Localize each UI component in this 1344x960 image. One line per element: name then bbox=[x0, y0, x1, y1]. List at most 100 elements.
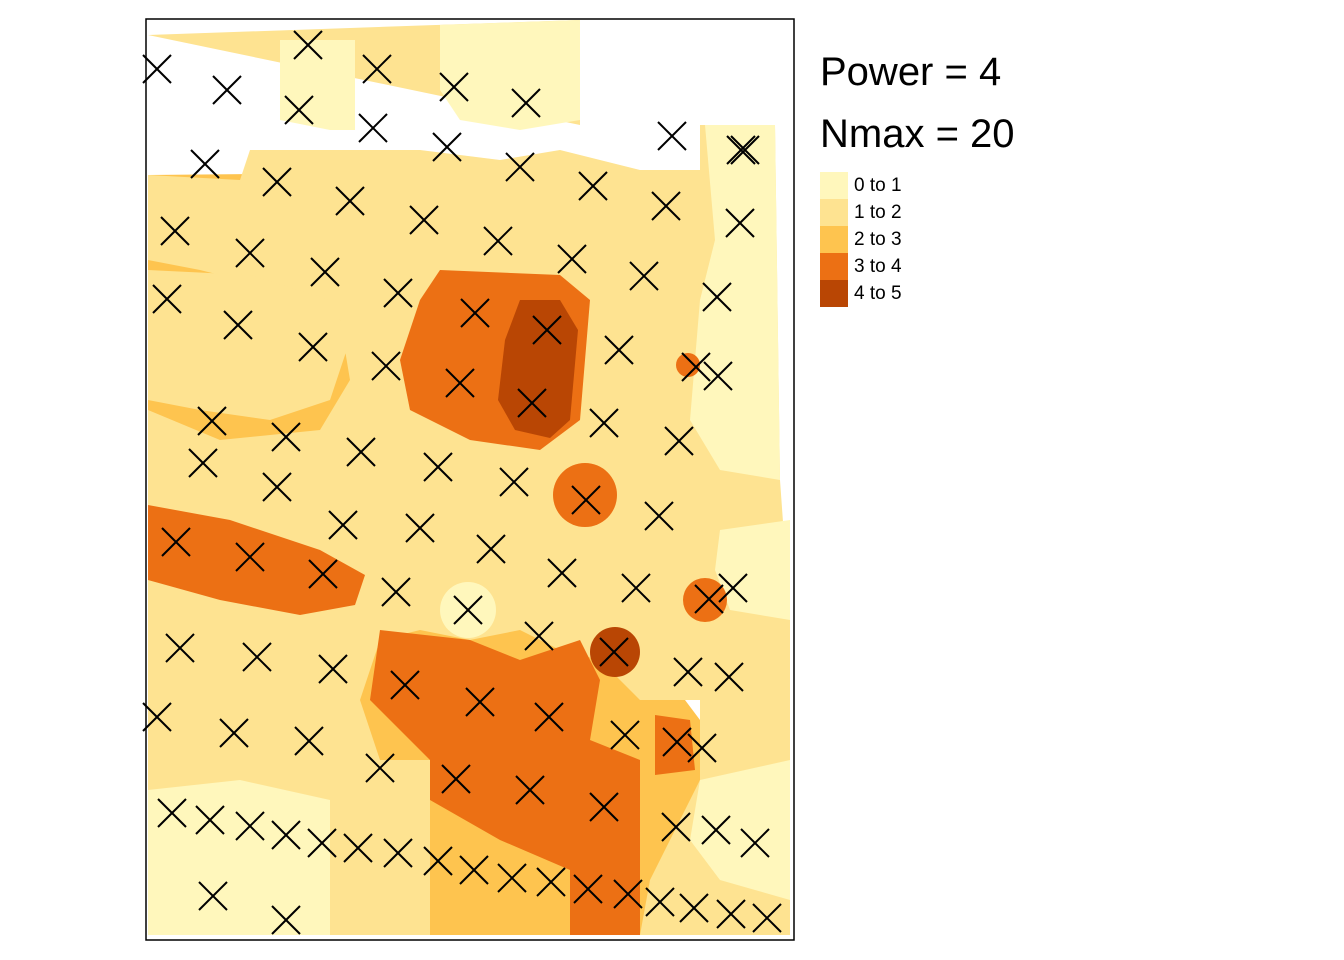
legend-item-3to4: 3 to 4 bbox=[820, 253, 1015, 280]
x-cross-icon bbox=[335, 186, 365, 216]
surface-zone-3to4-top bbox=[676, 353, 700, 377]
legend-item-4to5: 4 to 5 bbox=[820, 280, 1015, 307]
x-cross-icon bbox=[621, 573, 651, 603]
x-cross-icon bbox=[657, 121, 687, 151]
surface-zone-0to1-bottomright bbox=[690, 760, 790, 900]
x-cross-icon bbox=[362, 54, 392, 84]
x-cross-icon bbox=[476, 534, 506, 564]
x-cross-icon bbox=[242, 642, 272, 672]
legend-title-nmax: Nmax = 20 bbox=[820, 112, 1015, 156]
legend-label-2to3: 2 to 3 bbox=[854, 228, 902, 250]
x-cross-icon bbox=[511, 88, 541, 118]
x-cross-icon bbox=[195, 805, 225, 835]
x-cross-icon bbox=[673, 657, 703, 687]
x-cross-icon bbox=[223, 310, 253, 340]
x-cross-icon bbox=[718, 573, 748, 603]
x-cross-icon bbox=[571, 485, 601, 515]
x-cross-icon bbox=[439, 72, 469, 102]
x-cross-icon bbox=[383, 838, 413, 868]
legend-title-power: Power = 4 bbox=[820, 50, 1002, 94]
x-cross-icon bbox=[405, 513, 435, 543]
x-cross-icon bbox=[613, 879, 643, 909]
x-cross-icon bbox=[534, 702, 564, 732]
x-cross-icon bbox=[483, 226, 513, 256]
map-frame bbox=[145, 18, 795, 941]
x-cross-icon bbox=[681, 352, 711, 382]
x-cross-icon bbox=[547, 558, 577, 588]
x-cross-icon bbox=[262, 167, 292, 197]
x-cross-icon bbox=[725, 208, 755, 238]
x-cross-icon bbox=[694, 584, 724, 614]
x-cross-icon bbox=[343, 833, 373, 863]
x-cross-icon bbox=[589, 408, 619, 438]
x-cross-icon bbox=[517, 388, 547, 418]
surface-zone-0to1-topright bbox=[440, 20, 580, 130]
x-cross-icon bbox=[157, 798, 187, 828]
x-cross-icon bbox=[557, 244, 587, 274]
x-cross-icon bbox=[497, 863, 527, 893]
x-cross-icon bbox=[499, 467, 529, 497]
x-cross-icon bbox=[716, 899, 746, 929]
x-cross-icon bbox=[687, 733, 717, 763]
x-cross-icon bbox=[726, 135, 756, 165]
x-cross-icon bbox=[703, 361, 733, 391]
x-cross-icon bbox=[459, 855, 489, 885]
x-cross-icon bbox=[702, 282, 732, 312]
legend-label-3to4: 3 to 4 bbox=[854, 255, 902, 277]
legend-item-2to3: 2 to 3 bbox=[820, 226, 1015, 253]
x-cross-icon bbox=[730, 135, 760, 165]
surface-zone-0to1-right-low bbox=[715, 520, 790, 620]
x-cross-icon bbox=[651, 191, 681, 221]
x-cross-icon bbox=[599, 637, 629, 667]
x-cross-icon bbox=[318, 654, 348, 684]
x-cross-icon bbox=[441, 764, 471, 794]
x-cross-icon bbox=[390, 670, 420, 700]
x-cross-icon bbox=[644, 501, 674, 531]
x-cross-icon bbox=[142, 54, 172, 84]
x-cross-icon bbox=[432, 132, 462, 162]
x-cross-icon bbox=[515, 775, 545, 805]
x-cross-icon bbox=[328, 510, 358, 540]
x-cross-icon bbox=[152, 284, 182, 314]
x-cross-icon bbox=[293, 30, 323, 60]
x-cross-icon bbox=[235, 238, 265, 268]
legend-label-4to5: 4 to 5 bbox=[854, 282, 902, 304]
x-cross-icon bbox=[740, 828, 770, 858]
x-cross-icon bbox=[358, 113, 388, 143]
x-cross-icon bbox=[165, 633, 195, 663]
x-cross-icon bbox=[365, 753, 395, 783]
surface-zone-0to1-top bbox=[280, 40, 355, 130]
x-cross-icon bbox=[536, 867, 566, 897]
x-cross-icon bbox=[262, 472, 292, 502]
x-cross-icon bbox=[371, 351, 401, 381]
x-cross-icon bbox=[307, 828, 337, 858]
x-cross-icon bbox=[465, 687, 495, 717]
x-cross-icon bbox=[423, 452, 453, 482]
x-cross-icon bbox=[610, 720, 640, 750]
x-cross-icon bbox=[578, 171, 608, 201]
surface-zone-1to2 bbox=[148, 20, 790, 935]
surface-zone-0to1-bottomleft bbox=[148, 780, 330, 935]
legend-label-0to1: 0 to 1 bbox=[854, 174, 902, 196]
x-cross-icon bbox=[445, 368, 475, 398]
x-cross-icon bbox=[460, 298, 490, 328]
no-data-area bbox=[585, 20, 793, 122]
sample-points bbox=[142, 30, 782, 935]
x-cross-icon bbox=[629, 261, 659, 291]
x-cross-icon bbox=[714, 662, 744, 692]
x-cross-icon bbox=[160, 216, 190, 246]
x-cross-icon bbox=[532, 315, 562, 345]
legend-items: 0 to 1 1 to 2 2 to 3 3 to 4 4 to 5 bbox=[820, 172, 1015, 307]
x-cross-icon bbox=[142, 702, 172, 732]
x-cross-icon bbox=[409, 205, 439, 235]
x-cross-icon bbox=[212, 75, 242, 105]
x-cross-icon bbox=[197, 406, 227, 436]
x-cross-icon bbox=[271, 422, 301, 452]
x-cross-icon bbox=[271, 820, 301, 850]
x-cross-icon bbox=[271, 905, 301, 935]
x-cross-icon bbox=[645, 887, 675, 917]
x-cross-icon bbox=[346, 437, 376, 467]
x-cross-icon bbox=[235, 542, 265, 572]
x-cross-icon bbox=[190, 149, 220, 179]
surface-zone-3to4-rightsmall bbox=[683, 578, 727, 622]
